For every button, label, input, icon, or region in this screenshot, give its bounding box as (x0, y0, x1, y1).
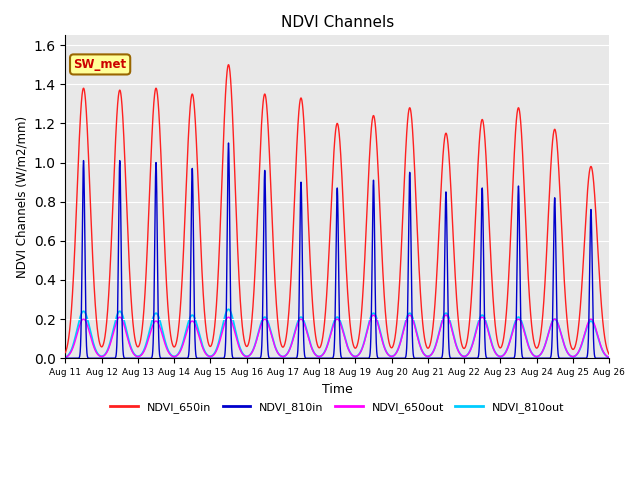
NDVI_650out (412, 329, 420, 335)
NDVI_810in (172, 355, 180, 361)
NDVI_810out (172, 353, 180, 359)
Line: NDVI_650out: NDVI_650out (65, 315, 609, 358)
NDVI_650in (412, 203, 420, 209)
NDVI_650in (172, 341, 180, 347)
NDVI_650in (265, 141, 273, 147)
NDVI_810in (605, 355, 613, 361)
NDVI_810out (412, 328, 420, 334)
NDVI_650in (178, 284, 186, 290)
NDVI_810out (178, 344, 186, 349)
NDVI_650in (605, 351, 613, 357)
NDVI_650in (61, 349, 69, 355)
Title: NDVI Channels: NDVI Channels (280, 15, 394, 30)
NDVI_650in (225, 62, 232, 68)
NDVI_810in (61, 355, 69, 361)
Line: NDVI_650in: NDVI_650in (65, 65, 609, 354)
NDVI_650in (490, 301, 497, 307)
Legend: NDVI_650in, NDVI_810in, NDVI_650out, NDVI_810out: NDVI_650in, NDVI_810in, NDVI_650out, NDV… (106, 397, 568, 417)
Y-axis label: NDVI Channels (W/m2/mm): NDVI Channels (W/m2/mm) (15, 116, 28, 278)
NDVI_650out (604, 354, 611, 360)
NDVI_810in (490, 355, 497, 361)
NDVI_810in (412, 355, 420, 361)
NDVI_650out (605, 355, 613, 360)
NDVI_810out (604, 354, 611, 360)
NDVI_650out (178, 345, 186, 351)
NDVI_650out (265, 324, 273, 329)
NDVI_810out (265, 322, 273, 328)
Text: SW_met: SW_met (74, 58, 127, 71)
NDVI_810out (225, 306, 232, 312)
NDVI_810in (604, 355, 611, 361)
NDVI_810in (178, 355, 186, 361)
X-axis label: Time: Time (322, 383, 353, 396)
Line: NDVI_810in: NDVI_810in (65, 143, 609, 358)
NDVI_650out (172, 353, 180, 359)
NDVI_810out (61, 354, 69, 360)
NDVI_810in (225, 140, 232, 146)
Line: NDVI_810out: NDVI_810out (65, 309, 609, 358)
NDVI_810out (605, 355, 613, 360)
NDVI_650out (442, 312, 450, 318)
NDVI_650out (490, 346, 497, 352)
NDVI_810in (265, 355, 273, 360)
NDVI_650out (61, 355, 69, 360)
NDVI_810out (490, 346, 497, 351)
NDVI_650in (604, 347, 611, 352)
